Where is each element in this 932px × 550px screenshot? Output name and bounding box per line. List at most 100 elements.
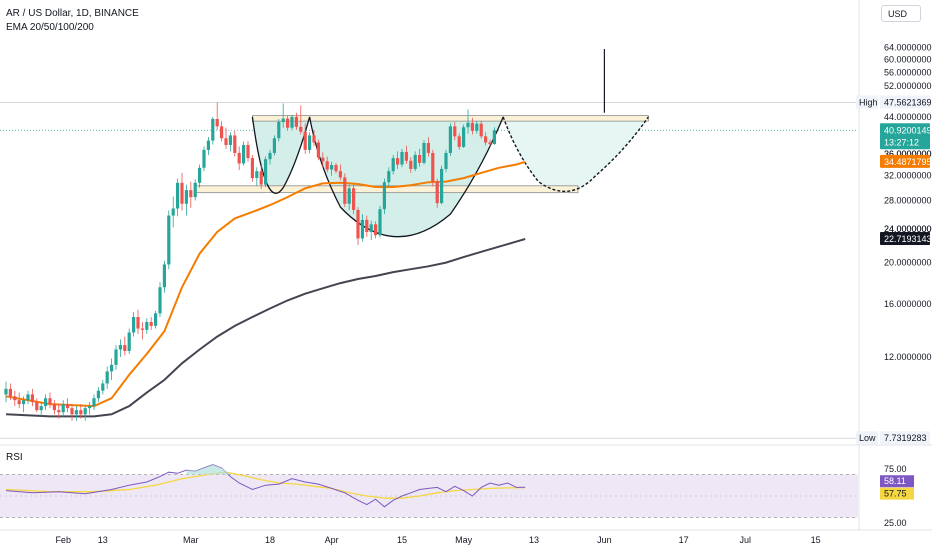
candle-down (30, 394, 34, 403)
x-tick-label: 13 (98, 535, 108, 545)
candle-up (268, 152, 272, 160)
candle-down (52, 404, 56, 411)
indicator-legend: EMA 20/50/100/200 (6, 22, 94, 33)
candle-up (39, 406, 43, 411)
candle-down (431, 152, 435, 182)
price-label: 22.7193143 (884, 234, 932, 244)
candle-up (158, 287, 162, 314)
candle-down (325, 161, 329, 170)
rsi-overbought-fill (186, 464, 231, 475)
rsi-tick-label: 75.00 (884, 464, 907, 474)
candle-down (140, 328, 144, 330)
candle-down (57, 410, 61, 413)
candle-up (440, 168, 444, 204)
candle-up (22, 400, 26, 405)
candle-up (44, 398, 48, 407)
y-tick-label: 52.0000000 (884, 81, 932, 91)
resistance-zone (251, 115, 649, 122)
price-label-bg (880, 123, 930, 150)
rsi-ma-line (5, 471, 526, 499)
x-tick-label: Mar (183, 535, 199, 545)
y-tick-label: 20.0000000 (884, 258, 932, 268)
candle-up (61, 404, 65, 413)
rsi-label-bg (880, 475, 914, 488)
candle-down (488, 142, 492, 144)
candle-up (162, 264, 166, 288)
x-tick-label: 15 (397, 535, 407, 545)
price-label: 40.9200149 (884, 125, 932, 135)
y-tick-label: 28.0000000 (884, 195, 932, 205)
rsi-title: RSI (6, 452, 23, 463)
candle-up (202, 149, 206, 168)
candle-up (171, 208, 175, 216)
x-tick-label: Jul (739, 535, 751, 545)
candle-down (316, 142, 320, 158)
x-tick-label: Apr (325, 535, 339, 545)
candle-down (286, 118, 290, 128)
price-label: 47.5621369 (884, 97, 932, 107)
candle-up (281, 118, 285, 122)
y-tick-label: 60.0000000 (884, 55, 932, 65)
candle-down (215, 118, 219, 127)
candle-up (242, 144, 246, 164)
candle-up (448, 126, 452, 153)
candle-down (338, 171, 342, 178)
y-tick-label: 44.0000000 (884, 112, 932, 122)
price-label-name: Low (859, 433, 876, 443)
candle-down (189, 190, 193, 198)
candle-up (422, 142, 426, 163)
y-tick-label: 56.0000000 (884, 67, 932, 77)
candle-up (184, 190, 188, 204)
candle-up (492, 130, 496, 144)
candle-up (475, 123, 479, 131)
candle-down (17, 400, 21, 405)
x-tick-label: Jun (597, 535, 612, 545)
price-label-name-bg (856, 431, 878, 445)
price-label: 24.0000000 (884, 224, 932, 234)
rsi-tick-label: 25.00 (884, 518, 907, 528)
candle-down (457, 136, 461, 147)
price-label-bg (880, 431, 930, 445)
candle-down (484, 136, 488, 143)
candle-up (391, 158, 395, 172)
x-tick-label: Feb (55, 535, 71, 545)
candle-down (435, 181, 439, 204)
candle-down (409, 160, 413, 169)
candle-up (110, 364, 114, 372)
candle-down (149, 322, 153, 326)
candle-down (123, 345, 127, 351)
candle-down (66, 404, 70, 409)
candle-down (13, 396, 17, 401)
cup-curve (308, 116, 504, 238)
x-tick-label: 17 (679, 535, 689, 545)
candle-up (264, 159, 268, 185)
x-tick-label: May (455, 535, 473, 545)
candle-up (92, 398, 96, 407)
candle-down (250, 158, 254, 179)
candle-up (272, 138, 276, 153)
candle-down (426, 142, 430, 153)
cup-pattern-fill (252, 116, 649, 237)
candle-down (294, 116, 298, 127)
candle-down (470, 122, 474, 131)
candle-up (330, 165, 334, 170)
price-label: 34.4871795 (884, 157, 932, 167)
candle-down (246, 144, 250, 159)
candle-down (374, 224, 378, 236)
price-label: 36.0000000 (884, 149, 932, 159)
candle-down (418, 154, 422, 163)
candle-down (237, 152, 241, 164)
candle-up (132, 316, 136, 333)
currency-button[interactable]: USD (881, 5, 921, 22)
candle-up (360, 219, 364, 239)
price-label-name: High (859, 97, 878, 107)
candle-up (26, 394, 30, 401)
price-label-bg (880, 232, 930, 246)
candle-up (74, 410, 78, 415)
candle-up (444, 152, 448, 169)
rsi-line (5, 464, 526, 508)
candle-up (105, 371, 109, 384)
candle-up (4, 388, 8, 395)
rsi-label: 57.75 (884, 489, 907, 499)
